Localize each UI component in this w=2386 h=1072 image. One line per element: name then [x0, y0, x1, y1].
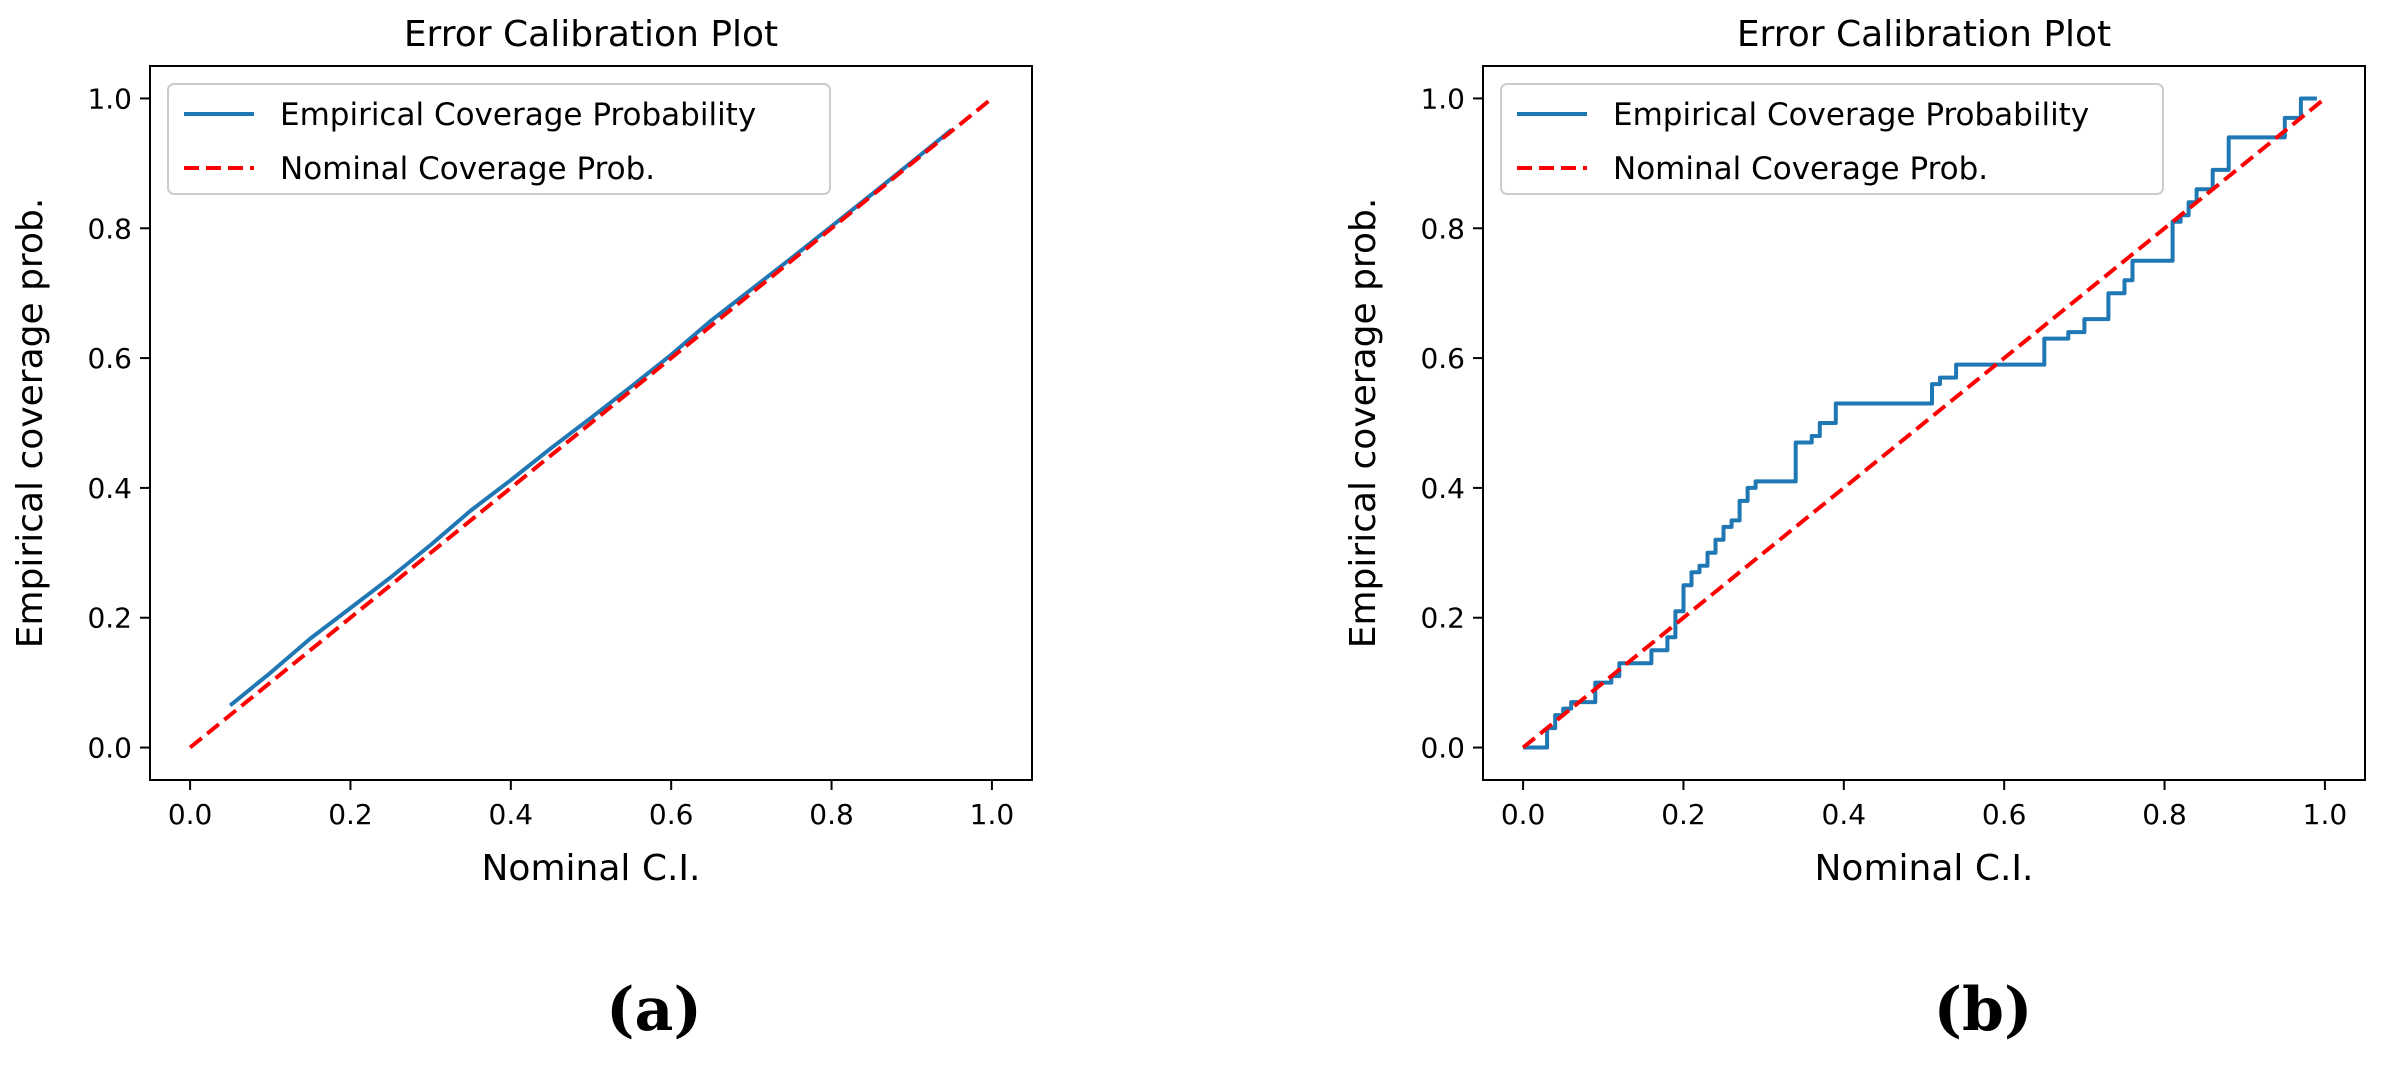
x-tick-label: 0.6 [1982, 798, 2027, 831]
y-tick-label: 0.0 [1420, 732, 1465, 765]
plot-frame [149, 65, 1033, 781]
x-tick-label: 1.0 [2303, 798, 2348, 831]
y-axis-label: Empirical coverage prob. [1343, 198, 1384, 649]
legend-label: Empirical Coverage Probability [280, 97, 756, 133]
x-tick-label: 0.2 [1661, 798, 1706, 831]
legend-box [167, 83, 831, 195]
x-tick-label: 0.8 [2142, 798, 2187, 831]
x-tick-label: 1.0 [970, 798, 1015, 831]
x-tick-label: 0.8 [809, 798, 854, 831]
x-tick-label: 0.6 [649, 798, 694, 831]
panel-caption: (a) [606, 975, 702, 1045]
legend-box [1500, 83, 2164, 195]
legend-label: Empirical Coverage Probability [1613, 97, 2089, 133]
plot-frame [1482, 65, 2366, 781]
y-tick-label: 0.4 [1420, 472, 1465, 505]
x-axis-label: Nominal C.I. [1815, 848, 2034, 889]
y-tick-label: 0.8 [1420, 212, 1465, 245]
nominal-coverage-line [1521, 96, 2327, 750]
nominal-coverage-line [188, 96, 994, 750]
y-tick-label: 1.0 [1420, 82, 1465, 115]
chart-panel-a: Error Calibration Plot 0.0 0.2 0.4 0.6 0.8 1.0… [10, 14, 1033, 1045]
empirical-coverage-line [228, 128, 954, 707]
x-tick-label: 0.0 [168, 798, 213, 831]
y-tick-label: 0.2 [87, 602, 132, 635]
x-tick-label: 0.2 [328, 798, 373, 831]
y-tick-label: 0.2 [1420, 602, 1465, 635]
panel-caption: (b) [1934, 975, 2033, 1045]
x-tick-label: 0.4 [489, 798, 534, 831]
y-tick-label: 0.6 [87, 342, 132, 375]
y-axis-label: Empirical coverage prob. [10, 198, 51, 649]
x-tick-label: 0.0 [1501, 798, 1546, 831]
y-tick-label: 1.0 [87, 82, 132, 115]
legend: Empirical Coverage Probability Nominal Co… [167, 83, 831, 195]
legend: Empirical Coverage Probability Nominal Co… [1500, 83, 2164, 195]
chart-title: Error Calibration Plot [1737, 14, 2111, 55]
y-tick-label: 0.4 [87, 472, 132, 505]
legend-label: Nominal Coverage Prob. [1613, 151, 1988, 187]
y-tick-label: 0.8 [87, 212, 132, 245]
empirical-coverage-line [1523, 96, 2317, 750]
chart-panel-b: Error Calibration Plot 0.0 0.2 0.4 0.6 0.8 1.0… [1343, 14, 2366, 1045]
plot-lines [188, 96, 994, 750]
y-tick-label: 0.6 [1420, 342, 1465, 375]
x-tick-label: 0.4 [1822, 798, 1867, 831]
chart-title: Error Calibration Plot [404, 14, 778, 55]
y-tick-label: 0.0 [87, 732, 132, 765]
legend-label: Nominal Coverage Prob. [280, 151, 655, 187]
plot-lines [1521, 96, 2327, 750]
x-axis-label: Nominal C.I. [482, 848, 701, 889]
